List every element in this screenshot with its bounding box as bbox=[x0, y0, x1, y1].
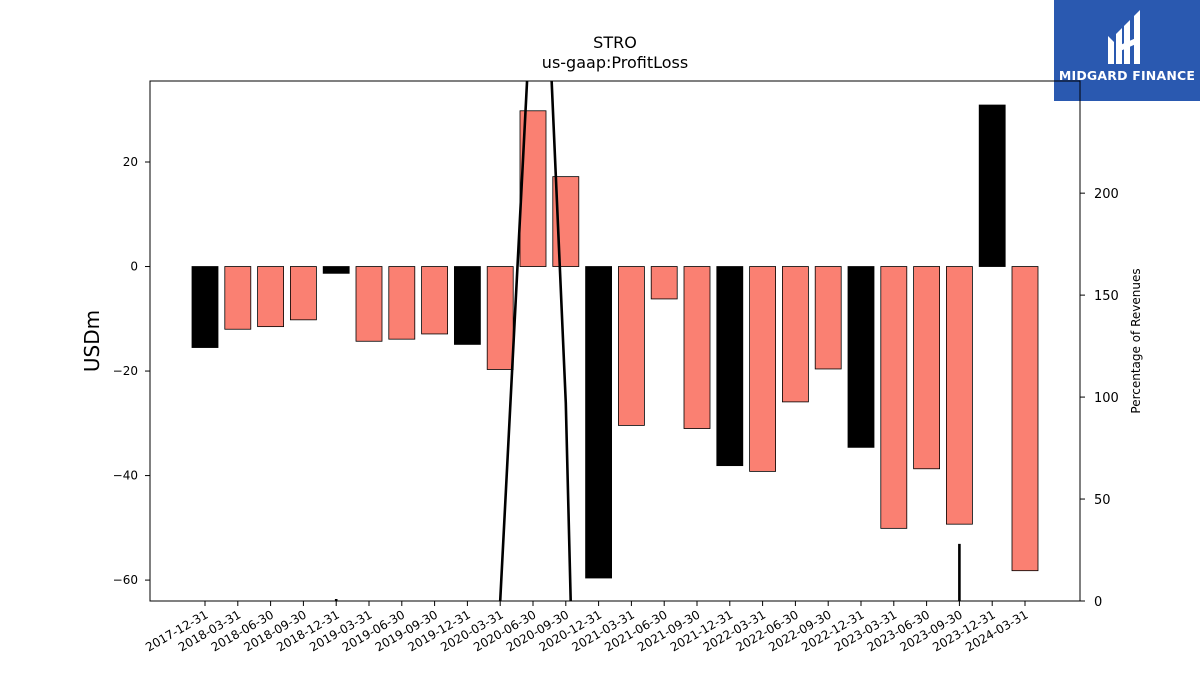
revenue-pct-line bbox=[498, 81, 572, 601]
y2-tick-label: 0 bbox=[1094, 595, 1102, 610]
bar bbox=[618, 266, 645, 426]
plot-frame bbox=[149, 80, 1081, 602]
logo-text: MIDGARD FINANCE bbox=[1058, 68, 1196, 83]
bar bbox=[814, 266, 842, 370]
bar bbox=[257, 266, 285, 328]
bar bbox=[749, 266, 776, 472]
y-axis-label: USDm bbox=[80, 310, 104, 372]
bar bbox=[289, 266, 317, 321]
bar bbox=[191, 266, 219, 348]
bar bbox=[355, 266, 383, 342]
bar bbox=[716, 266, 744, 467]
bar bbox=[1011, 266, 1039, 572]
bar bbox=[978, 104, 1006, 267]
bar bbox=[486, 266, 514, 370]
chart-subtitle: us-gaap:ProfitLoss bbox=[541, 53, 689, 72]
y-tick-label: 0 bbox=[130, 260, 138, 274]
y2-axis-label: Percentage of Revenues bbox=[1129, 268, 1143, 413]
bar bbox=[388, 266, 416, 340]
chart-title: STRO bbox=[593, 33, 637, 52]
bar bbox=[453, 266, 481, 345]
bar bbox=[322, 266, 350, 274]
bar bbox=[913, 266, 940, 470]
y2-tick-label: 100 bbox=[1094, 391, 1119, 406]
y2-tick-label: 50 bbox=[1094, 493, 1111, 508]
bar bbox=[224, 266, 252, 330]
bar bbox=[880, 266, 908, 529]
bar bbox=[650, 266, 678, 300]
y-tick-label: 20 bbox=[123, 155, 138, 169]
bar bbox=[782, 266, 809, 403]
bar bbox=[946, 266, 973, 525]
midgard-logo-icon bbox=[1108, 10, 1140, 64]
y-tick-label: −60 bbox=[113, 573, 138, 587]
bar bbox=[683, 266, 711, 429]
bar bbox=[847, 266, 875, 448]
bar bbox=[421, 266, 449, 335]
y2-tick-label: 200 bbox=[1094, 187, 1119, 202]
bar bbox=[585, 266, 612, 579]
midgard-finance-logo: MIDGARD FINANCE bbox=[1054, 0, 1200, 101]
y2-tick-label: 150 bbox=[1094, 289, 1119, 304]
y-tick-label: −20 bbox=[113, 364, 138, 378]
y-tick-label: −40 bbox=[113, 469, 138, 483]
